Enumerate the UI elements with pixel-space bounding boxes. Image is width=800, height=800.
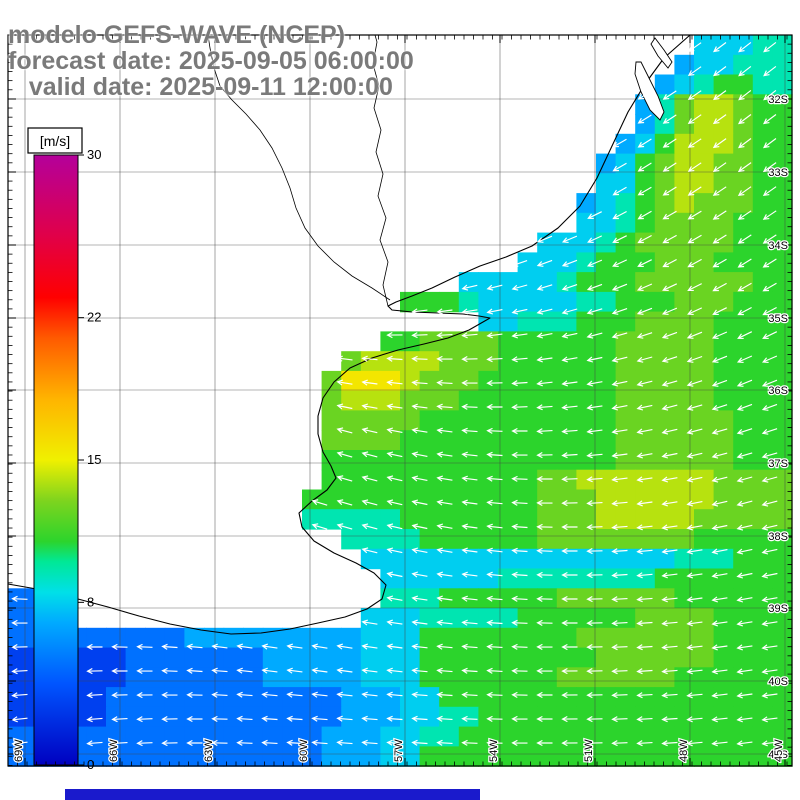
river-parana: [207, 34, 391, 301]
graticule-layer: [8, 35, 792, 766]
lon-label: 66W: [108, 739, 120, 762]
colorbar-tick-label: 15: [87, 452, 101, 467]
colorbar: 0 8 15 22 30 [m/s]: [27, 127, 101, 772]
coastline-layer: [7, 34, 691, 635]
colorbar-unit-label: [m/s]: [40, 133, 70, 149]
wind-arrows-layer: [11, 41, 778, 747]
plot-titles: modelo GEFS-WAVE (NCEP) forecast date: 2…: [8, 22, 414, 100]
lat-label: 32S: [768, 94, 788, 106]
valid-date: valid date: 2025-09-11 12:00:00: [8, 73, 393, 101]
colorbar-tick-label: 30: [87, 147, 101, 162]
lon-label: 60W: [298, 739, 310, 762]
lat-label: 38S: [768, 531, 788, 543]
lagoon: [650, 37, 673, 69]
lat-label: 40S: [768, 676, 788, 688]
lon-label: 57W: [393, 739, 405, 762]
lat-label: 41S: [768, 749, 788, 761]
model-title: modelo GEFS-WAVE (NCEP): [8, 21, 346, 49]
colorbar-gradient: [33, 154, 79, 766]
colorbar-unit-box: [27, 127, 83, 154]
axis-labels-layer: 32S 33S 34S 35S 36S 37S 38S 39S 40S 41S 69W 66W 63W 6…: [12, 93, 790, 764]
lon-label: 51W: [583, 739, 595, 762]
lon-label: 48W: [678, 739, 690, 762]
river-uruguay: [372, 34, 389, 307]
colorbar-tick-label: 22: [87, 310, 101, 325]
lon-label: 54W: [488, 739, 500, 762]
lat-label: 37S: [768, 458, 788, 470]
frame-layer: [7, 34, 793, 767]
lagoon: [634, 61, 665, 121]
lat-label: 35S: [768, 313, 788, 325]
lat-label: 34S: [768, 240, 788, 252]
map-frame: [7, 34, 793, 767]
coastline: [7, 34, 691, 635]
wind-speed-field-layer: [8, 35, 793, 767]
scrollbar-thumb[interactable]: [65, 789, 480, 800]
lat-label: 36S: [768, 385, 788, 397]
forecast-date: forecast date: 2025-09-05 06:00:00: [8, 47, 414, 75]
lon-label: 69W: [13, 739, 25, 762]
colorbar-tick-label: 8: [87, 594, 94, 609]
lat-label: 33S: [768, 167, 788, 179]
lon-label: 45W: [773, 739, 785, 762]
lon-label: 63W: [203, 739, 215, 762]
lat-label: 39S: [768, 603, 788, 615]
colorbar-tick-label: 0: [87, 757, 94, 772]
